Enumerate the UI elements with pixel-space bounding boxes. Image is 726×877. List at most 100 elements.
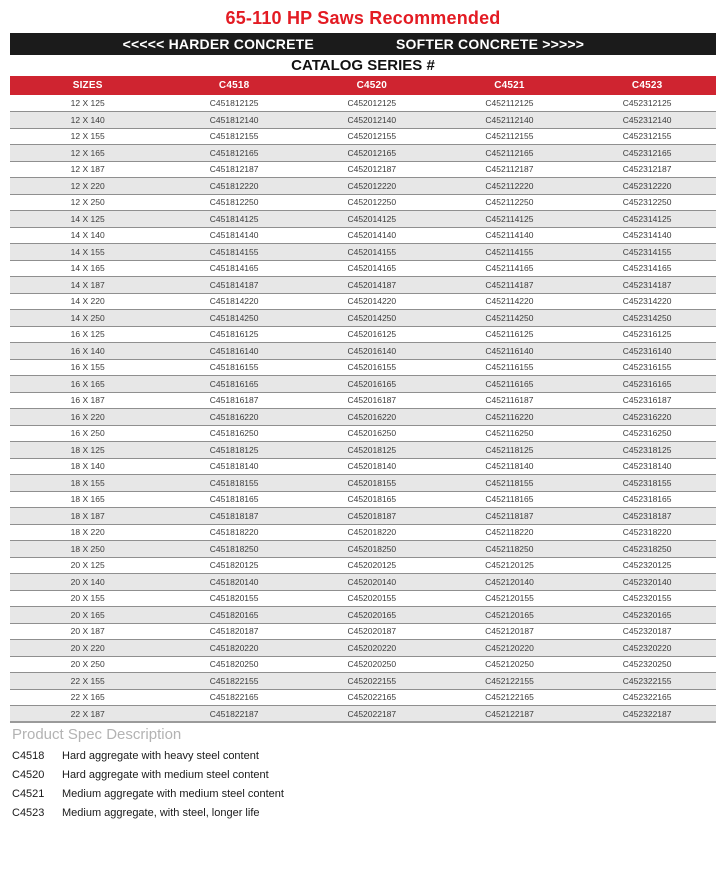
catalog-number-cell: C452118125 [485, 444, 534, 455]
size-cell: 20 X 125 [70, 560, 105, 571]
catalog-series-heading: CATALOG SERIES # [291, 57, 435, 74]
catalog-number-cell: C452118155 [485, 477, 534, 488]
catalog-number-cell: C452122187 [485, 708, 534, 719]
catalog-number-cell: C452312140 [622, 114, 672, 125]
catalog-number-cell: C452014165 [347, 263, 397, 274]
size-cell: 18 X 155 [70, 477, 105, 488]
size-cell: 18 X 125 [70, 444, 105, 455]
catalog-number-cell: C452116165 [485, 378, 534, 389]
size-cell: 20 X 250 [70, 659, 105, 670]
catalog-number-cell: C452314250 [622, 312, 672, 323]
column-header-sizes: SIZES [10, 76, 166, 95]
catalog-number-cell: C452018155 [347, 477, 397, 488]
catalog-number-cell: C452312165 [622, 147, 672, 158]
catalog-number-cell: C452012125 [347, 98, 397, 108]
table-row: 12 X 125 C451812125 C452012125 C452112125 C4… [10, 95, 716, 112]
catalog-number-cell: C452116250 [485, 428, 534, 439]
catalog-number-cell: C452122165 [485, 692, 534, 703]
table-header-row: SIZES C4518 C4520 C4521 C4523 [10, 76, 716, 95]
softer-concrete-label: SOFTER CONCRETE >>>>> [395, 36, 585, 52]
size-cell: 12 X 125 [70, 98, 105, 108]
table-row: 16 X 155 C451816155 C452016155 C452116155 C4… [10, 359, 716, 376]
catalog-number-cell: C452312187 [622, 164, 672, 175]
table-row: 14 X 155 C451814155 C452014155 C452114155 C4… [10, 243, 716, 260]
size-cell: 22 X 155 [70, 675, 105, 686]
catalog-number-cell: C452014125 [347, 213, 397, 224]
page-title: 65-110 HP Saws Recommended [225, 8, 501, 28]
catalog-number-cell: C452318140 [622, 461, 672, 472]
catalog-number-cell: C451812220 [209, 180, 259, 191]
catalog-number-cell: C452320220 [622, 642, 672, 653]
catalog-number-cell: C452022187 [347, 708, 397, 719]
catalog-number-cell: C452314140 [622, 230, 672, 241]
table-row: 18 X 125 C451818125 C452018125 C452118125 C4… [10, 441, 716, 458]
catalog-number-cell: C452120220 [485, 642, 534, 653]
size-cell: 14 X 125 [70, 213, 105, 224]
catalog-number-cell: C452322165 [622, 692, 672, 703]
size-cell: 14 X 250 [70, 312, 105, 323]
catalog-number-cell: C451820155 [209, 593, 259, 604]
catalog-number-cell: C451812140 [209, 114, 259, 125]
table-row: 12 X 187 C451812187 C452012187 C452112187 C4… [10, 161, 716, 178]
catalog-number-cell: C452012165 [347, 147, 397, 158]
catalog-number-cell: C452318165 [622, 494, 672, 505]
table-row: 14 X 165 C451814165 C452014165 C452114165 C4… [10, 260, 716, 277]
catalog-number-cell: C451814220 [209, 296, 259, 307]
table-row: 22 X 155 C451822155 C452022155 C452122155 C4… [10, 672, 716, 689]
catalog-number-cell: C451816125 [209, 329, 259, 340]
catalog-number-cell: C452120165 [485, 609, 534, 620]
size-cell: 22 X 165 [70, 692, 105, 703]
size-cell: 18 X 220 [70, 527, 105, 538]
catalog-number-cell: C451822165 [209, 692, 259, 703]
column-header-c4520: C4520 [302, 76, 441, 95]
catalog-number-cell: C452022155 [347, 675, 397, 686]
catalog-number-cell: C452112155 [485, 131, 534, 142]
catalog-number-cell: C452316220 [622, 411, 672, 422]
catalog-number-cell: C452114187 [485, 279, 534, 290]
catalog-number-cell: C451814155 [209, 246, 259, 257]
catalog-page: 65-110 HP Saws Recommended <<<<< HARDER … [0, 6, 726, 819]
catalog-number-cell: C452322155 [622, 675, 672, 686]
size-cell: 12 X 140 [70, 114, 105, 125]
catalog-number-cell: C451818155 [209, 477, 259, 488]
catalog-number-cell: C451812165 [209, 147, 259, 158]
catalog-number-cell: C451814165 [209, 263, 259, 274]
table-row: 18 X 140 C451818140 C452018140 C452118140 C4… [10, 458, 716, 475]
catalog-number-cell: C452316250 [622, 428, 672, 439]
catalog-number-cell: C451814250 [209, 312, 259, 323]
catalog-number-cell: C452318220 [622, 527, 672, 538]
spec-code: C4521 [12, 788, 45, 800]
catalog-number-cell: C451816155 [209, 362, 259, 373]
catalog-number-cell: C452316140 [622, 345, 672, 356]
catalog-number-cell: C452112220 [485, 180, 534, 191]
size-cell: 16 X 250 [70, 428, 105, 439]
catalog-number-cell: C452116187 [485, 395, 534, 406]
catalog-number-cell: C451816250 [209, 428, 259, 439]
catalog-number-cell: C452118220 [485, 527, 534, 538]
catalog-number-cell: C452016220 [347, 411, 397, 422]
spec-description: Medium aggregate, with steel, longer lif… [62, 807, 260, 819]
catalog-number-cell: C451820250 [209, 659, 259, 670]
catalog-number-cell: C452112165 [485, 147, 534, 158]
catalog-number-cell: C452318125 [622, 444, 672, 455]
size-cell: 20 X 155 [70, 593, 105, 604]
size-cell: 16 X 187 [70, 395, 105, 406]
table-row: 20 X 155 C451820155 C452020155 C452120155 C4… [10, 590, 716, 607]
catalog-number-cell: C451812187 [209, 164, 259, 175]
catalog-number-cell: C452314155 [622, 246, 672, 257]
catalog-number-cell: C452314165 [622, 263, 672, 274]
catalog-number-cell: C452012140 [347, 114, 397, 125]
catalog-number-cell: C452318155 [622, 477, 672, 488]
catalog-number-cell: C452114140 [485, 230, 534, 241]
catalog-number-cell: C452316125 [622, 329, 672, 340]
size-cell: 16 X 165 [70, 378, 105, 389]
column-header-c4518: C4518 [165, 76, 303, 95]
catalog-number-cell: C452314220 [622, 296, 672, 307]
catalog-number-cell: C452012187 [347, 164, 397, 175]
table-row: 14 X 125 C451814125 C452014125 C452114125 C4… [10, 210, 716, 227]
catalog-number-cell: C452318250 [622, 543, 672, 554]
catalog-number-cell: C452112140 [485, 114, 534, 125]
table-row: 22 X 165 C451822165 C452022165 C452122165 C4… [10, 689, 716, 706]
table-row: 20 X 125 C451820125 C452020125 C452120125 C4… [10, 557, 716, 574]
product-spec-list: C4518 Hard aggregate with heavy steel con… [10, 750, 716, 819]
